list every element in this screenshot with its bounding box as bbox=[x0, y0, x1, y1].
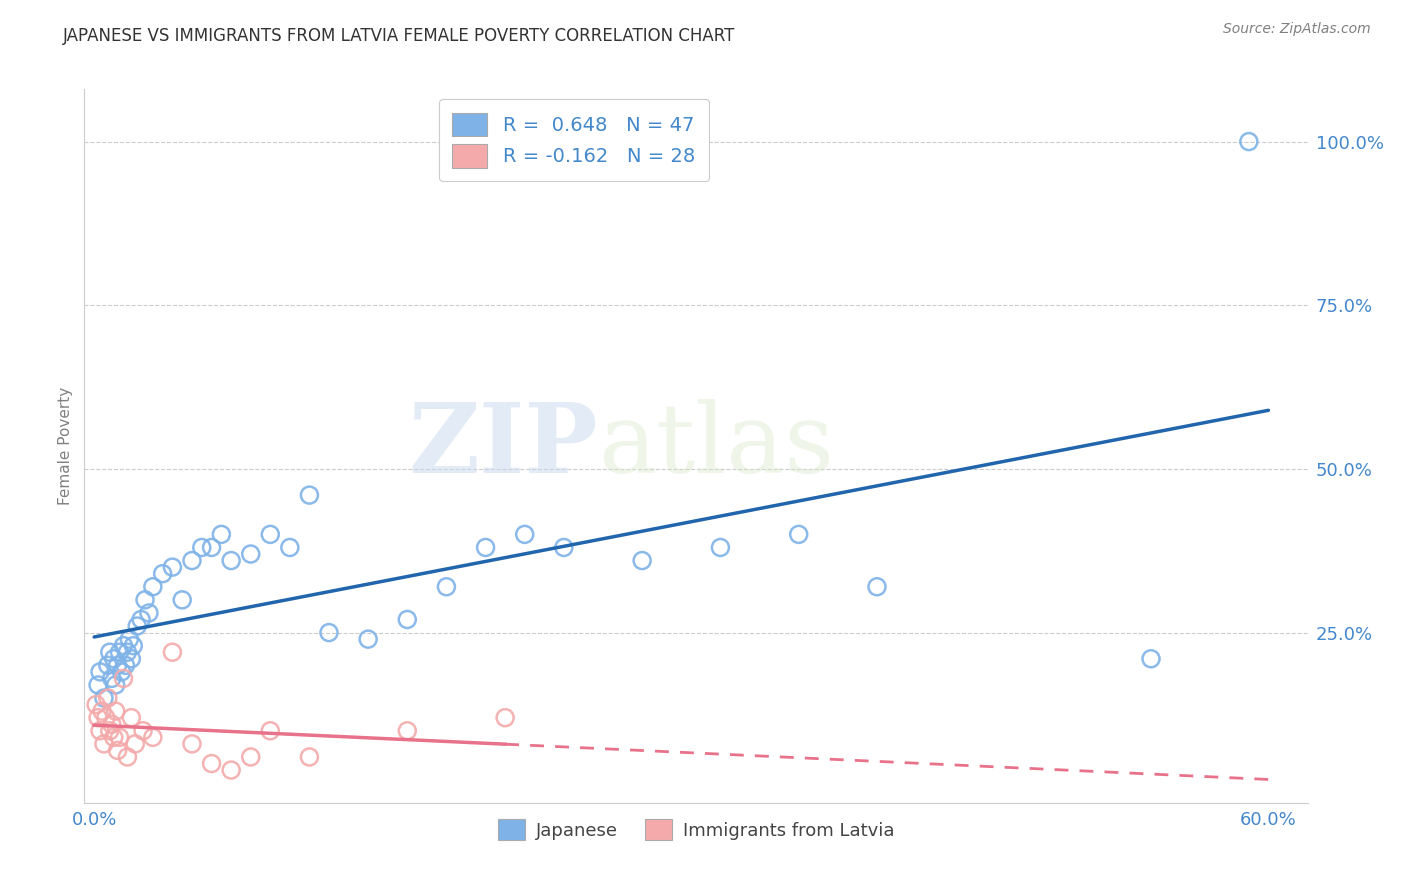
Point bbox=[474, 541, 496, 555]
Point bbox=[104, 704, 127, 718]
Point bbox=[122, 639, 145, 653]
Point bbox=[114, 658, 136, 673]
Point bbox=[103, 731, 125, 745]
Point bbox=[219, 553, 242, 567]
Point bbox=[120, 652, 142, 666]
Point bbox=[513, 527, 536, 541]
Point bbox=[866, 580, 889, 594]
Point bbox=[93, 691, 115, 706]
Point bbox=[112, 639, 135, 653]
Point bbox=[103, 652, 125, 666]
Point bbox=[89, 723, 111, 738]
Point bbox=[108, 645, 131, 659]
Point bbox=[181, 737, 204, 751]
Point bbox=[239, 750, 262, 764]
Point bbox=[107, 658, 129, 673]
Point bbox=[110, 665, 132, 679]
Point bbox=[112, 672, 135, 686]
Point bbox=[396, 723, 419, 738]
Point bbox=[118, 632, 141, 647]
Point bbox=[318, 625, 340, 640]
Point bbox=[1140, 652, 1163, 666]
Point bbox=[181, 553, 204, 567]
Point bbox=[200, 541, 222, 555]
Point bbox=[239, 547, 262, 561]
Point bbox=[97, 658, 120, 673]
Point bbox=[124, 737, 146, 751]
Point bbox=[553, 541, 575, 555]
Point bbox=[396, 612, 419, 626]
Text: JAPANESE VS IMMIGRANTS FROM LATVIA FEMALE POVERTY CORRELATION CHART: JAPANESE VS IMMIGRANTS FROM LATVIA FEMAL… bbox=[63, 27, 735, 45]
Point bbox=[127, 619, 149, 633]
Point bbox=[129, 612, 152, 626]
Text: ZIP: ZIP bbox=[409, 399, 598, 493]
Point bbox=[84, 698, 107, 712]
Point bbox=[787, 527, 810, 541]
Point bbox=[357, 632, 380, 647]
Point bbox=[152, 566, 174, 581]
Point bbox=[209, 527, 232, 541]
Point bbox=[162, 645, 184, 659]
Point bbox=[89, 665, 111, 679]
Point bbox=[142, 731, 165, 745]
Point bbox=[709, 541, 731, 555]
Point bbox=[200, 756, 222, 771]
Text: atlas: atlas bbox=[598, 399, 834, 493]
Point bbox=[117, 645, 139, 659]
Point bbox=[134, 592, 156, 607]
Point bbox=[298, 488, 321, 502]
Point bbox=[494, 711, 516, 725]
Point bbox=[100, 717, 122, 731]
Point bbox=[219, 763, 242, 777]
Legend: Japanese, Immigrants from Latvia: Japanese, Immigrants from Latvia bbox=[491, 812, 901, 847]
Text: Source: ZipAtlas.com: Source: ZipAtlas.com bbox=[1223, 22, 1371, 37]
Point bbox=[120, 711, 142, 725]
Point bbox=[117, 750, 139, 764]
Point bbox=[259, 723, 281, 738]
Point bbox=[97, 691, 120, 706]
Point bbox=[93, 737, 115, 751]
Point bbox=[87, 711, 110, 725]
Point bbox=[259, 527, 281, 541]
Point bbox=[298, 750, 321, 764]
Point bbox=[98, 723, 121, 738]
Point bbox=[191, 541, 214, 555]
Point bbox=[1237, 135, 1260, 149]
Y-axis label: Female Poverty: Female Poverty bbox=[58, 387, 73, 505]
Point bbox=[87, 678, 110, 692]
Point bbox=[142, 580, 165, 594]
Point bbox=[98, 645, 121, 659]
Point bbox=[91, 704, 114, 718]
Point bbox=[172, 592, 194, 607]
Point bbox=[94, 711, 117, 725]
Point bbox=[104, 678, 127, 692]
Point bbox=[162, 560, 184, 574]
Point bbox=[631, 553, 654, 567]
Point bbox=[436, 580, 458, 594]
Point bbox=[107, 743, 129, 757]
Point bbox=[108, 731, 131, 745]
Point bbox=[278, 541, 301, 555]
Point bbox=[100, 672, 122, 686]
Point bbox=[132, 723, 155, 738]
Point bbox=[138, 606, 160, 620]
